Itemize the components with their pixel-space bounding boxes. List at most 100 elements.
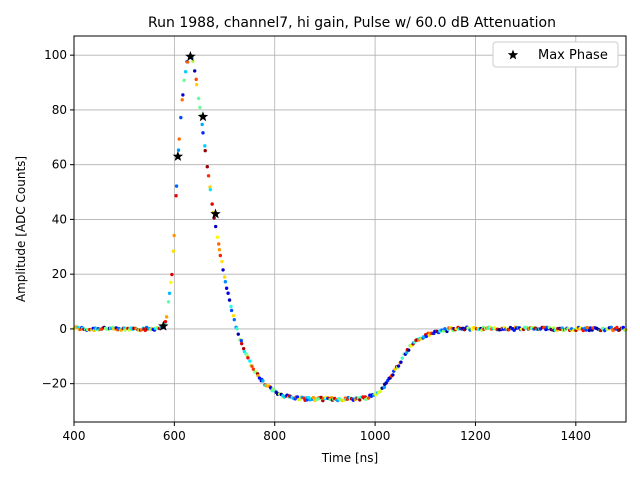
- pulse-point: [205, 165, 209, 169]
- pulse-point: [191, 59, 195, 64]
- pulse-point: [400, 356, 404, 360]
- pulse-point: [366, 396, 371, 400]
- pulse-point: [143, 328, 148, 333]
- max-phase-star: [197, 111, 209, 122]
- pulse-point: [241, 346, 246, 351]
- pulse-point: [203, 148, 207, 153]
- pulse-point: [621, 325, 625, 330]
- pulse-point: [163, 319, 168, 324]
- pulse-point: [196, 96, 201, 101]
- legend-box: [492, 41, 619, 68]
- pulse-point: [421, 335, 426, 339]
- pulse-point: [382, 385, 386, 390]
- x-tick-label: 1400: [561, 429, 592, 443]
- pulse-point: [404, 350, 409, 355]
- pulse-point: [261, 379, 265, 383]
- pulse-point: [399, 360, 403, 364]
- pulse-point: [248, 359, 252, 363]
- x-tick-label: 1200: [460, 429, 491, 443]
- pulse-point: [226, 291, 230, 295]
- pulse-point: [166, 300, 171, 304]
- legend: Max Phase: [492, 41, 619, 68]
- pulse-point: [193, 69, 197, 73]
- y-tick-label: 100: [44, 48, 67, 62]
- y-tick-label: −20: [42, 377, 67, 391]
- pulse-point: [172, 233, 176, 238]
- pulse-point: [251, 367, 256, 371]
- pulse-point: [194, 82, 199, 87]
- x-axis-label: Time [ns]: [321, 451, 378, 465]
- pulse-point: [174, 194, 178, 198]
- pulse-point: [235, 326, 239, 331]
- pulse-point: [194, 77, 198, 82]
- pulse-point: [171, 249, 176, 253]
- pulse-point: [167, 291, 172, 295]
- pulse-point: [208, 187, 213, 192]
- pulse-point: [217, 242, 221, 246]
- pulse-point: [180, 98, 184, 102]
- pulse-point: [208, 185, 212, 189]
- pulse-point: [179, 115, 183, 120]
- pulse-point: [201, 131, 205, 135]
- pulse-point: [174, 184, 179, 188]
- pulse-point: [236, 332, 240, 336]
- pulse-point: [164, 315, 169, 319]
- pulse-point: [229, 308, 234, 313]
- pulse-point: [378, 389, 383, 393]
- legend-label: Max Phase: [538, 48, 608, 63]
- pulse-point: [186, 60, 190, 64]
- pulse-point: [218, 253, 223, 258]
- pulse-point: [239, 341, 244, 346]
- max-phase-star: [210, 208, 221, 219]
- pulse-point: [315, 397, 319, 402]
- pulse-point: [239, 339, 243, 343]
- legend-star-icon: [507, 49, 519, 60]
- pulse-point: [181, 93, 185, 97]
- max-phase-star: [185, 51, 196, 61]
- pulse-point: [512, 328, 516, 332]
- max-phase-star: [158, 320, 169, 331]
- pulse-point: [170, 272, 174, 277]
- pulse-point: [206, 174, 211, 178]
- pulse-point: [182, 78, 186, 83]
- max-phase-star: [172, 150, 184, 161]
- pulse-point: [396, 364, 401, 368]
- pulse-point: [220, 259, 224, 264]
- pulse-point: [213, 224, 218, 229]
- pulse-point: [222, 275, 227, 279]
- x-tick-label: 600: [163, 429, 186, 443]
- pulse-point: [424, 334, 429, 339]
- x-axis-ticks: 400 600 800 1000 1200 1400: [63, 422, 592, 443]
- y-tick-label: 80: [52, 103, 67, 117]
- pulse-point: [391, 373, 395, 377]
- x-tick-label: 800: [263, 429, 286, 443]
- pulse-point: [200, 122, 204, 127]
- pulse-point: [295, 395, 300, 399]
- pulse-point: [203, 144, 207, 148]
- pulse-point: [407, 348, 411, 352]
- pulse-point: [231, 313, 236, 318]
- pulse-point: [177, 137, 181, 141]
- pulse-scatter-points: [72, 54, 628, 403]
- y-tick-label: 60: [52, 158, 67, 172]
- pulse-point: [217, 248, 222, 252]
- pulse-point: [246, 356, 250, 360]
- pulse-point: [250, 364, 254, 369]
- y-tick-label: 0: [59, 322, 67, 336]
- pulse-point: [615, 325, 619, 330]
- pulse-point: [215, 235, 220, 239]
- pulse-point: [221, 268, 225, 272]
- pulse-point: [227, 298, 232, 302]
- pulse-point: [232, 317, 236, 322]
- chart-title: Run 1988, channel7, hi gain, Pulse w/ 60…: [148, 15, 556, 31]
- y-axis-label: Amplitude [ADC Counts]: [14, 156, 28, 302]
- pulse-point: [224, 286, 229, 290]
- pulse-point: [358, 398, 362, 402]
- pulse-point: [169, 280, 173, 285]
- pulse-point: [311, 395, 316, 400]
- y-axis-ticks: −20 0 20 40 60 80 100: [42, 48, 74, 391]
- pulse-point: [223, 280, 228, 284]
